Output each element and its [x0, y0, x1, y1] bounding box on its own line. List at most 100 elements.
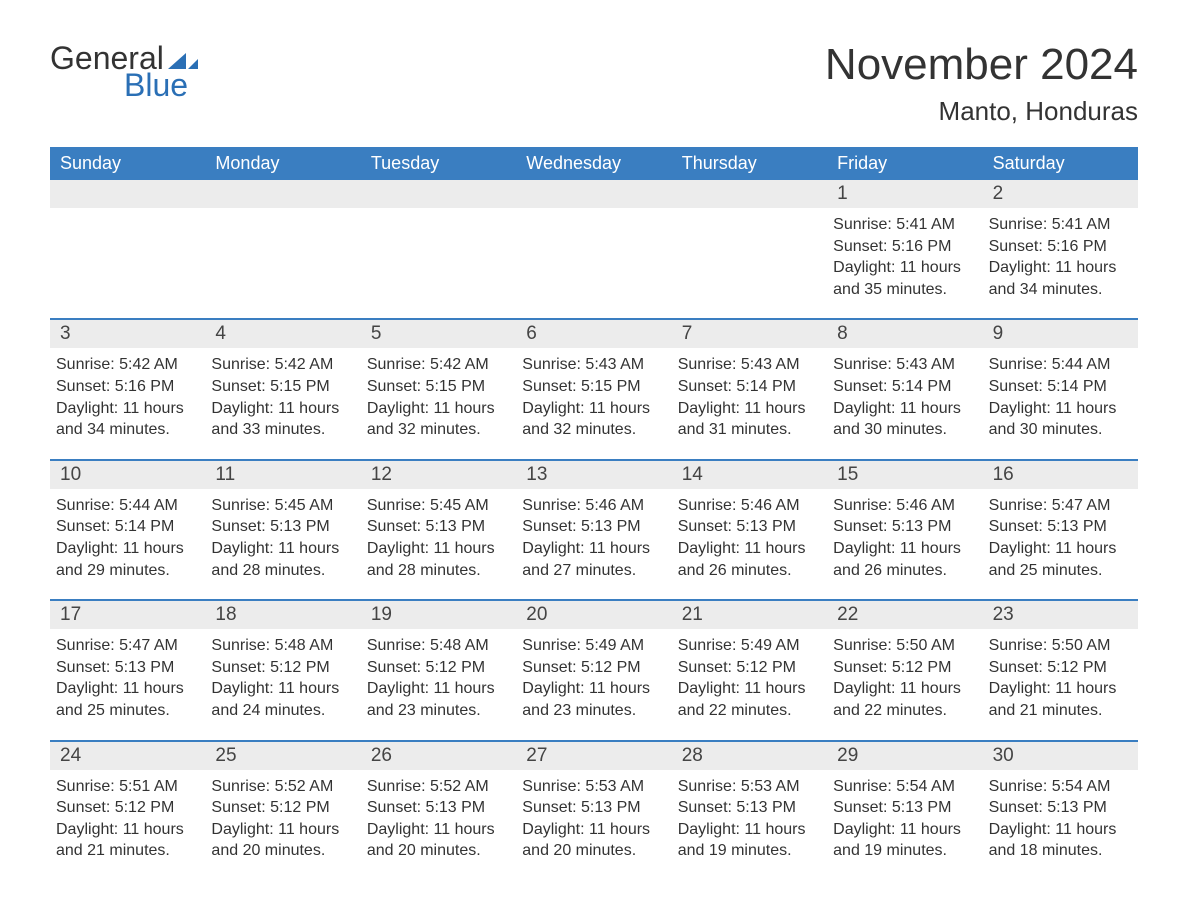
day-number: 12: [361, 461, 516, 489]
day-cell: 25 Sunrise: 5:52 AMSunset: 5:12 PMDayligh…: [205, 742, 360, 880]
day-info: Sunrise: 5:46 AMSunset: 5:13 PMDaylight:…: [522, 495, 665, 581]
calendar: SundayMondayTuesdayWednesdayThursdayFrid…: [50, 147, 1138, 880]
day-info: Sunrise: 5:43 AMSunset: 5:15 PMDaylight:…: [522, 354, 665, 440]
day-info: Sunrise: 5:46 AMSunset: 5:13 PMDaylight:…: [833, 495, 976, 581]
day-cell: 6Sunrise: 5:43 AMSunset: 5:15 PMDaylight…: [516, 320, 671, 458]
empty-cell: [205, 180, 360, 318]
day-info: Sunrise: 5:49 AMSunset: 5:12 PMDaylight:…: [678, 635, 821, 721]
day-number: 26: [361, 742, 516, 770]
day-number: 9: [983, 320, 1138, 348]
day-cell: 27 Sunrise: 5:53 AMSunset: 5:13 PMDayligh…: [516, 742, 671, 880]
day-info: Sunrise: 5:46 AMSunset: 5:13 PMDaylight:…: [678, 495, 821, 581]
day-cell: 21Sunrise: 5:49 AMSunset: 5:12 PMDayligh…: [672, 601, 827, 739]
day-cell: 3 Sunrise: 5:42 AMSunset: 5:16 PMDaylight…: [50, 320, 205, 458]
day-number: 10: [50, 461, 205, 489]
weekday-tuesday: Tuesday: [361, 147, 516, 180]
day-info: Sunrise: 5:42 AMSunset: 5:16 PMDaylight:…: [56, 354, 199, 440]
day-cell: 9Sunrise: 5:44 AMSunset: 5:14 PMDaylight…: [983, 320, 1138, 458]
empty-day-bar: [516, 180, 671, 208]
day-cell: 14 Sunrise: 5:46 AMSunset: 5:13 PMDayligh…: [672, 461, 827, 599]
day-cell: 17 Sunrise: 5:47 AMSunset: 5:13 PMDayligh…: [50, 601, 205, 739]
weekday-friday: Friday: [827, 147, 982, 180]
week-row: 24Sunrise: 5:51 AMSunset: 5:12 PMDayligh…: [50, 740, 1138, 880]
day-number: 22: [827, 601, 982, 629]
day-cell: 28Sunrise: 5:53 AMSunset: 5:13 PMDayligh…: [672, 742, 827, 880]
day-number: 30: [983, 742, 1138, 770]
day-info: Sunrise: 5:52 AMSunset: 5:13 PMDaylight:…: [367, 776, 510, 862]
header: General Blue November 2024 Manto, Hondur…: [50, 40, 1138, 127]
day-info: Sunrise: 5:43 AMSunset: 5:14 PMDaylight:…: [833, 354, 976, 440]
day-cell: 10Sunrise: 5:44 AMSunset: 5:14 PMDayligh…: [50, 461, 205, 599]
day-info: Sunrise: 5:52 AMSunset: 5:12 PMDaylight:…: [211, 776, 354, 862]
day-info: Sunrise: 5:45 AMSunset: 5:13 PMDaylight:…: [367, 495, 510, 581]
day-number: 17: [50, 601, 205, 629]
day-info: Sunrise: 5:42 AMSunset: 5:15 PMDaylight:…: [211, 354, 354, 440]
day-info: Sunrise: 5:47 AMSunset: 5:13 PMDaylight:…: [56, 635, 199, 721]
weeks-container: 1Sunrise: 5:41 AMSunset: 5:16 PMDaylight…: [50, 180, 1138, 880]
empty-day-bar: [672, 180, 827, 208]
week-row: 10Sunrise: 5:44 AMSunset: 5:14 PMDayligh…: [50, 459, 1138, 599]
day-number: 25: [205, 742, 360, 770]
day-info: Sunrise: 5:51 AMSunset: 5:12 PMDaylight:…: [56, 776, 199, 862]
day-info: Sunrise: 5:53 AMSunset: 5:13 PMDaylight:…: [522, 776, 665, 862]
day-number: 1: [827, 180, 982, 208]
day-info: Sunrise: 5:48 AMSunset: 5:12 PMDaylight:…: [211, 635, 354, 721]
day-cell: 2Sunrise: 5:41 AMSunset: 5:16 PMDaylight…: [983, 180, 1138, 318]
logo: General Blue: [50, 40, 198, 104]
weekday-header: SundayMondayTuesdayWednesdayThursdayFrid…: [50, 147, 1138, 180]
day-info: Sunrise: 5:50 AMSunset: 5:12 PMDaylight:…: [833, 635, 976, 721]
logo-word2: Blue: [124, 67, 188, 104]
weekday-sunday: Sunday: [50, 147, 205, 180]
empty-cell: [672, 180, 827, 318]
day-cell: 23Sunrise: 5:50 AMSunset: 5:12 PMDayligh…: [983, 601, 1138, 739]
day-info: Sunrise: 5:48 AMSunset: 5:12 PMDaylight:…: [367, 635, 510, 721]
empty-cell: [516, 180, 671, 318]
day-number: 3: [50, 320, 205, 348]
empty-day-bar: [50, 180, 205, 208]
location: Manto, Honduras: [825, 96, 1138, 127]
day-cell: 7 Sunrise: 5:43 AMSunset: 5:14 PMDaylight…: [672, 320, 827, 458]
day-cell: 1 Sunrise: 5:41 AMSunset: 5:16 PMDaylight…: [827, 180, 982, 318]
day-number: 8: [827, 320, 982, 348]
day-cell: 12 Sunrise: 5:45 AMSunset: 5:13 PMDayligh…: [361, 461, 516, 599]
day-info: Sunrise: 5:49 AMSunset: 5:12 PMDaylight:…: [522, 635, 665, 721]
weekday-thursday: Thursday: [672, 147, 827, 180]
day-number: 7: [672, 320, 827, 348]
weekday-monday: Monday: [205, 147, 360, 180]
empty-cell: [50, 180, 205, 318]
day-info: Sunrise: 5:41 AMSunset: 5:16 PMDaylight:…: [833, 214, 976, 300]
day-number: 5: [361, 320, 516, 348]
day-cell: 16Sunrise: 5:47 AMSunset: 5:13 PMDayligh…: [983, 461, 1138, 599]
day-number: 14: [672, 461, 827, 489]
day-cell: 15 Sunrise: 5:46 AMSunset: 5:13 PMDayligh…: [827, 461, 982, 599]
day-cell: 20 Sunrise: 5:49 AMSunset: 5:12 PMDayligh…: [516, 601, 671, 739]
day-info: Sunrise: 5:41 AMSunset: 5:16 PMDaylight:…: [989, 214, 1132, 300]
day-cell: 4 Sunrise: 5:42 AMSunset: 5:15 PMDaylight…: [205, 320, 360, 458]
day-info: Sunrise: 5:54 AMSunset: 5:13 PMDaylight:…: [833, 776, 976, 862]
day-info: Sunrise: 5:45 AMSunset: 5:13 PMDaylight:…: [211, 495, 354, 581]
day-cell: 19 Sunrise: 5:48 AMSunset: 5:12 PMDayligh…: [361, 601, 516, 739]
title-block: November 2024 Manto, Honduras: [825, 40, 1138, 127]
day-info: Sunrise: 5:54 AMSunset: 5:13 PMDaylight:…: [989, 776, 1132, 862]
weekday-wednesday: Wednesday: [516, 147, 671, 180]
day-number: 4: [205, 320, 360, 348]
week-row: 1Sunrise: 5:41 AMSunset: 5:16 PMDaylight…: [50, 180, 1138, 318]
day-cell: 11Sunrise: 5:45 AMSunset: 5:13 PMDayligh…: [205, 461, 360, 599]
day-info: Sunrise: 5:47 AMSunset: 5:13 PMDaylight:…: [989, 495, 1132, 581]
empty-day-bar: [361, 180, 516, 208]
day-info: Sunrise: 5:43 AMSunset: 5:14 PMDaylight:…: [678, 354, 821, 440]
day-cell: 26 Sunrise: 5:52 AMSunset: 5:13 PMDayligh…: [361, 742, 516, 880]
empty-day-bar: [205, 180, 360, 208]
day-number: 19: [361, 601, 516, 629]
day-number: 20: [516, 601, 671, 629]
day-cell: 29Sunrise: 5:54 AMSunset: 5:13 PMDayligh…: [827, 742, 982, 880]
day-cell: 22 Sunrise: 5:50 AMSunset: 5:12 PMDayligh…: [827, 601, 982, 739]
day-number: 28: [672, 742, 827, 770]
day-cell: 18Sunrise: 5:48 AMSunset: 5:12 PMDayligh…: [205, 601, 360, 739]
day-number: 27: [516, 742, 671, 770]
day-cell: 13Sunrise: 5:46 AMSunset: 5:13 PMDayligh…: [516, 461, 671, 599]
day-info: Sunrise: 5:50 AMSunset: 5:12 PMDaylight:…: [989, 635, 1132, 721]
day-number: 15: [827, 461, 982, 489]
empty-cell: [361, 180, 516, 318]
day-info: Sunrise: 5:42 AMSunset: 5:15 PMDaylight:…: [367, 354, 510, 440]
